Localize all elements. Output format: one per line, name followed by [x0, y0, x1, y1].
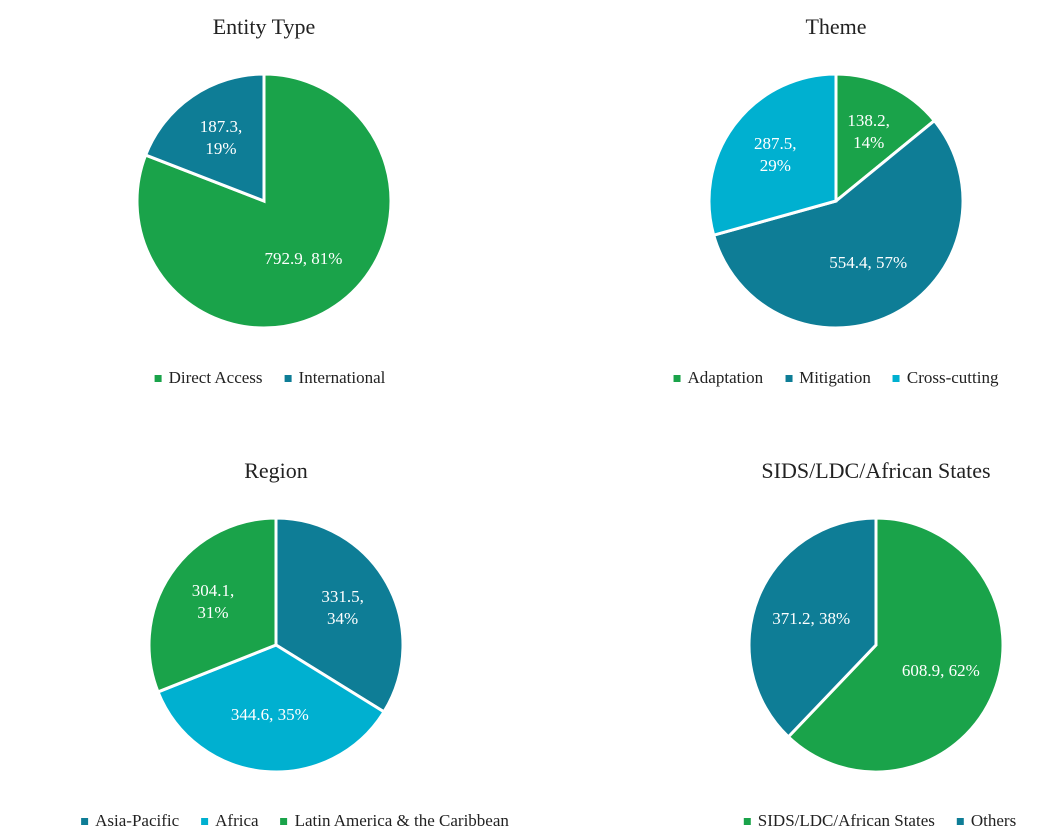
- pie-slice: [143, 72, 266, 204]
- legend-swatch: [673, 374, 681, 382]
- chart-title: Region: [244, 458, 308, 483]
- chart-title: Entity Type: [212, 14, 316, 39]
- legend-item: Latin America & the Caribbean: [280, 811, 509, 831]
- pie-slice: [156, 643, 387, 774]
- legend-label: Latin America & the Caribbean: [294, 811, 509, 830]
- legend-item: Cross-cutting: [892, 368, 999, 388]
- data-label: 187.3, 19%: [199, 117, 243, 159]
- legend: Asia-Pacific Africa Latin America & the Ca…: [81, 811, 509, 831]
- data-label: 138.2, 14%: [847, 111, 890, 153]
- legend-item: Adaptation: [673, 368, 764, 388]
- data-label: 792.9, 81%: [264, 248, 343, 268]
- legend-item: Mitigation: [785, 368, 871, 388]
- legend-item: SIDS/LDC/African States: [743, 811, 935, 831]
- data-label: 287.5, 29%: [754, 133, 797, 175]
- data-label: 371.2, 38%: [772, 609, 851, 629]
- legend-item: Others: [956, 811, 1017, 831]
- legend-label: Direct Access: [168, 368, 263, 387]
- data-label: 344.6, 35%: [230, 704, 309, 724]
- chart-title: SIDS/LDC/African States: [761, 458, 991, 483]
- legend-swatch: [154, 374, 162, 382]
- legend-swatch: [785, 374, 793, 382]
- legend-label: Africa: [215, 811, 259, 830]
- legend-swatch: [956, 817, 964, 825]
- pie-slice: [711, 118, 965, 330]
- legend-label: Asia-Pacific: [95, 811, 180, 830]
- legend-label: SIDS/LDC/African States: [757, 811, 935, 830]
- pie-slice: [834, 72, 937, 205]
- legend-label: International: [298, 368, 386, 387]
- data-label: 608.9, 62%: [901, 660, 980, 680]
- legend-label: Cross-cutting: [906, 368, 999, 387]
- pie-slice: [747, 516, 878, 740]
- data-label: 304.1, 31%: [191, 581, 235, 623]
- data-label: 554.4, 57%: [829, 253, 908, 272]
- legend-item: International: [284, 368, 386, 388]
- legend-swatch: [81, 817, 89, 825]
- pie-slice: [707, 72, 838, 238]
- legend-swatch: [892, 374, 900, 382]
- legend-label: Mitigation: [799, 368, 871, 387]
- legend-label: Others: [970, 811, 1017, 830]
- legend: SIDS/LDC/African States Others: [743, 811, 1017, 831]
- legend: Direct Access International: [154, 368, 386, 388]
- legend-item: Direct Access: [154, 368, 263, 388]
- legend-item: Asia-Pacific: [81, 811, 179, 831]
- legend-item: Africa: [201, 811, 259, 831]
- chart-title: Theme: [805, 14, 867, 39]
- legend-swatch: [280, 817, 288, 825]
- legend-label: Adaptation: [687, 368, 764, 387]
- legend-swatch: [201, 817, 209, 825]
- legend-swatch: [284, 374, 292, 382]
- pie-slice: [147, 516, 278, 694]
- data-label: 331.5, 34%: [321, 586, 364, 628]
- legend-swatch: [743, 817, 751, 825]
- legend: Adaptation Mitigation Cross-cutting: [673, 368, 999, 388]
- pie-slice: [786, 516, 1005, 774]
- pie-slice: [135, 72, 393, 330]
